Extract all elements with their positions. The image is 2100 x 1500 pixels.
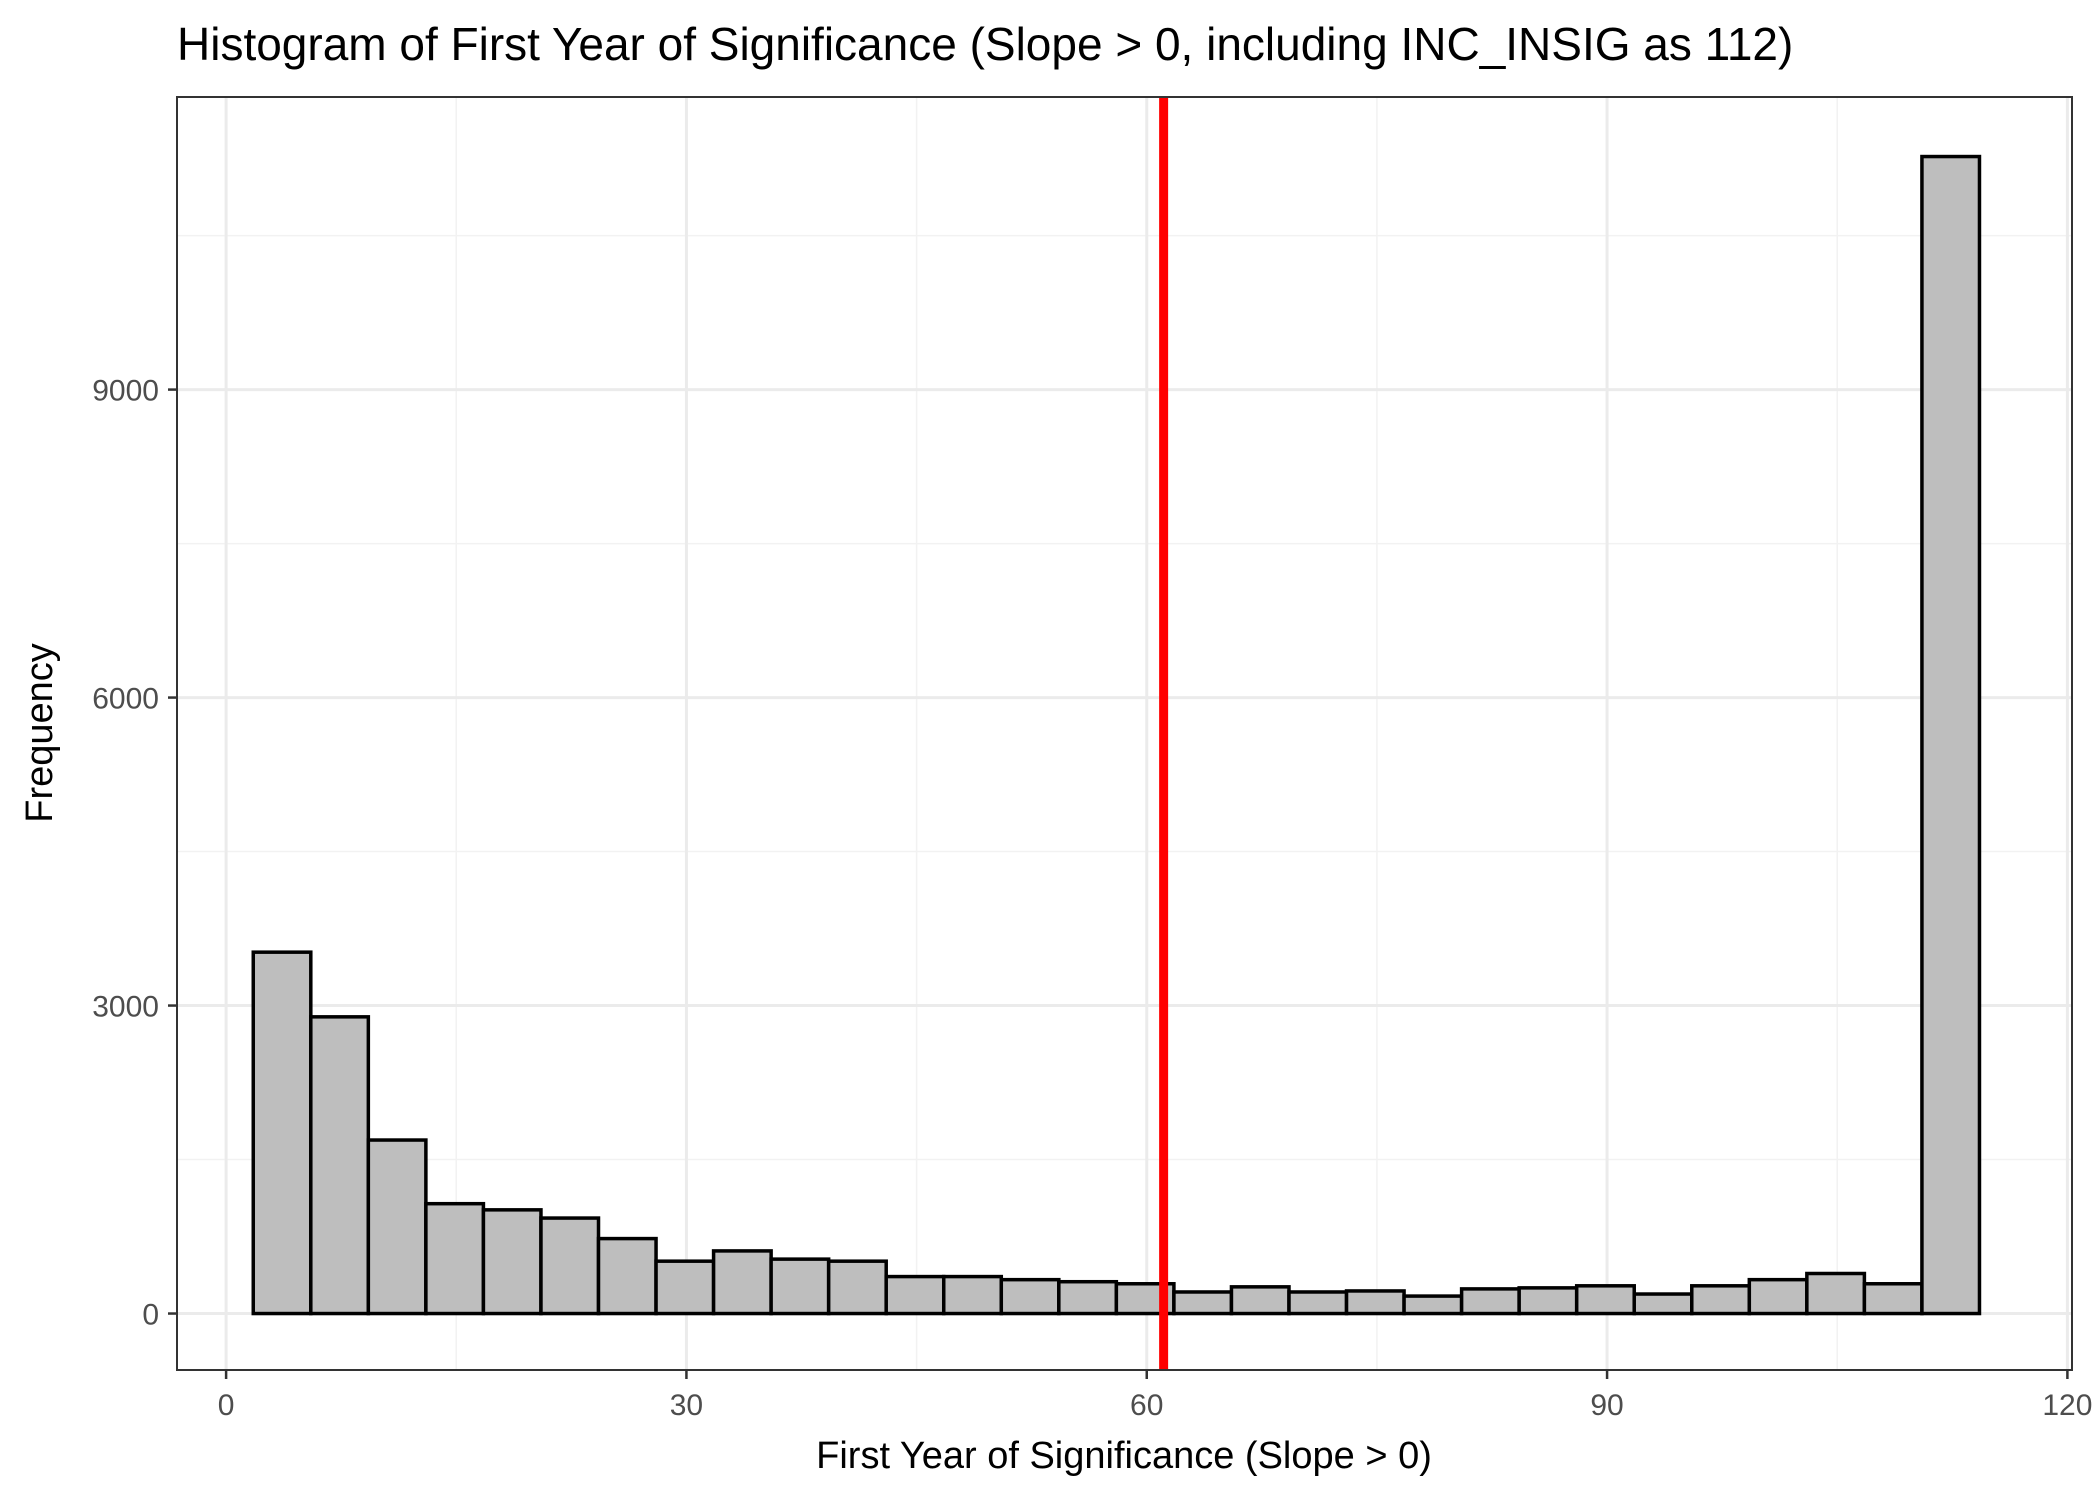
x-tick-label: 90 [1590,1389,1623,1422]
histogram-bar [424,1201,486,1316]
plot-panel [177,97,2072,1370]
histogram-bar [999,1277,1061,1316]
histogram-bar [1057,1279,1119,1316]
histogram-bar [1632,1292,1694,1316]
histogram-bar [1517,1286,1579,1316]
histogram-bar [1920,154,1982,1316]
x-tick-label: 60 [1130,1389,1163,1422]
histogram-bar [1574,1284,1636,1316]
histogram-bar [1344,1289,1406,1316]
histogram-bar [1690,1284,1752,1316]
histogram-bar [539,1216,601,1316]
chart-title: Histogram of First Year of Significance … [177,18,1793,70]
x-tick-label: 30 [670,1389,703,1422]
histogram-bar [884,1274,946,1316]
histogram-bar [1459,1287,1521,1316]
histogram-bar [309,1015,371,1316]
histogram-bar [711,1249,773,1316]
histogram-bar [1862,1282,1924,1316]
histogram-bar [1229,1285,1291,1316]
histogram-bar [826,1259,888,1316]
x-tick-label: 120 [2042,1389,2092,1422]
x-axis: 0 30 60 90 120 [218,1370,2092,1422]
histogram-bar [654,1259,716,1316]
histogram-bar [1747,1277,1809,1316]
histogram-bar [251,950,313,1316]
x-axis-title: First Year of Significance (Slope > 0) [816,1435,1432,1477]
histogram-bar [596,1236,658,1316]
histogram-bar [481,1208,543,1316]
y-tick-label: 3000 [92,991,159,1024]
histogram-bar [1805,1271,1867,1316]
histogram-bar [366,1138,428,1316]
histogram-bar [1172,1290,1234,1316]
y-axis-title: Frequency [19,643,61,823]
x-tick-label: 0 [218,1389,235,1422]
bars-layer [251,154,1982,1316]
y-tick-label: 6000 [92,683,159,716]
histogram-bar [1402,1294,1464,1316]
histogram-bar [1287,1290,1349,1316]
y-tick-label: 9000 [92,375,159,408]
plot-border [176,96,2073,1371]
histogram-bar [769,1257,831,1316]
histogram-bar [941,1274,1004,1316]
y-axis: 0 3000 6000 9000 [92,375,177,1332]
y-tick-label: 0 [142,1299,159,1332]
